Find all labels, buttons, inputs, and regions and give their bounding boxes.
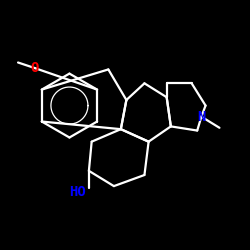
Text: HO: HO [70, 185, 86, 199]
Text: N: N [197, 110, 205, 124]
Text: O: O [30, 61, 39, 75]
